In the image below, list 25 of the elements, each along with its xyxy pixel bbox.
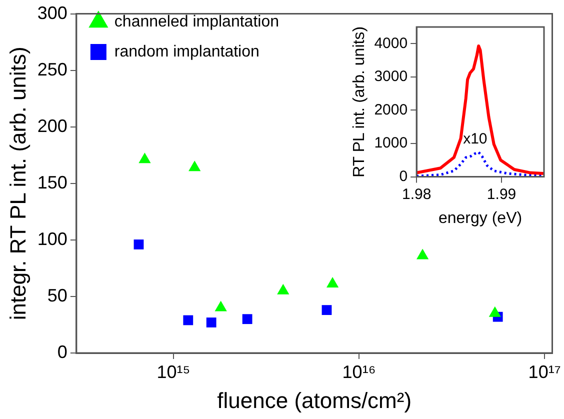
y-tick-label: 250 [37, 59, 68, 80]
x-tick-label: 10¹⁷ [528, 362, 561, 382]
y-tick-label: 200 [37, 116, 68, 136]
annotation: x10 [463, 130, 488, 148]
y-tick-label: 300 [37, 2, 68, 23]
legend-label: channeled implantation [114, 13, 279, 30]
y-tick-label: 0 [399, 168, 408, 185]
y-tick-label: 3000 [374, 68, 408, 86]
x-tick-label: 1.99 [486, 186, 516, 203]
x-axis-title: fluence (atoms/cm²) [217, 388, 412, 413]
line-series [416, 150, 544, 177]
x-tick-label: 10¹⁶ [342, 362, 376, 382]
legend-label: random implantation [114, 43, 260, 60]
x-tick-label: 1.98 [402, 186, 432, 203]
y-tick-label: 100 [37, 228, 68, 249]
y-tick-label: 4000 [374, 34, 408, 52]
y-axis-title: integr. RT PL int. (arb. units) [5, 46, 30, 320]
y-tick-label: 150 [37, 172, 68, 192]
y-tick-label: 1000 [374, 134, 408, 152]
y-tick-label: 2000 [374, 101, 408, 118]
x-axis-title: energy (eV) [438, 210, 522, 227]
y-axis-title: RT PL int. (arb. units) [351, 26, 368, 178]
y-tick-label: 50 [47, 285, 68, 306]
y-tick-label: 0 [57, 342, 68, 362]
x-tick-label: 10¹⁵ [156, 362, 190, 382]
